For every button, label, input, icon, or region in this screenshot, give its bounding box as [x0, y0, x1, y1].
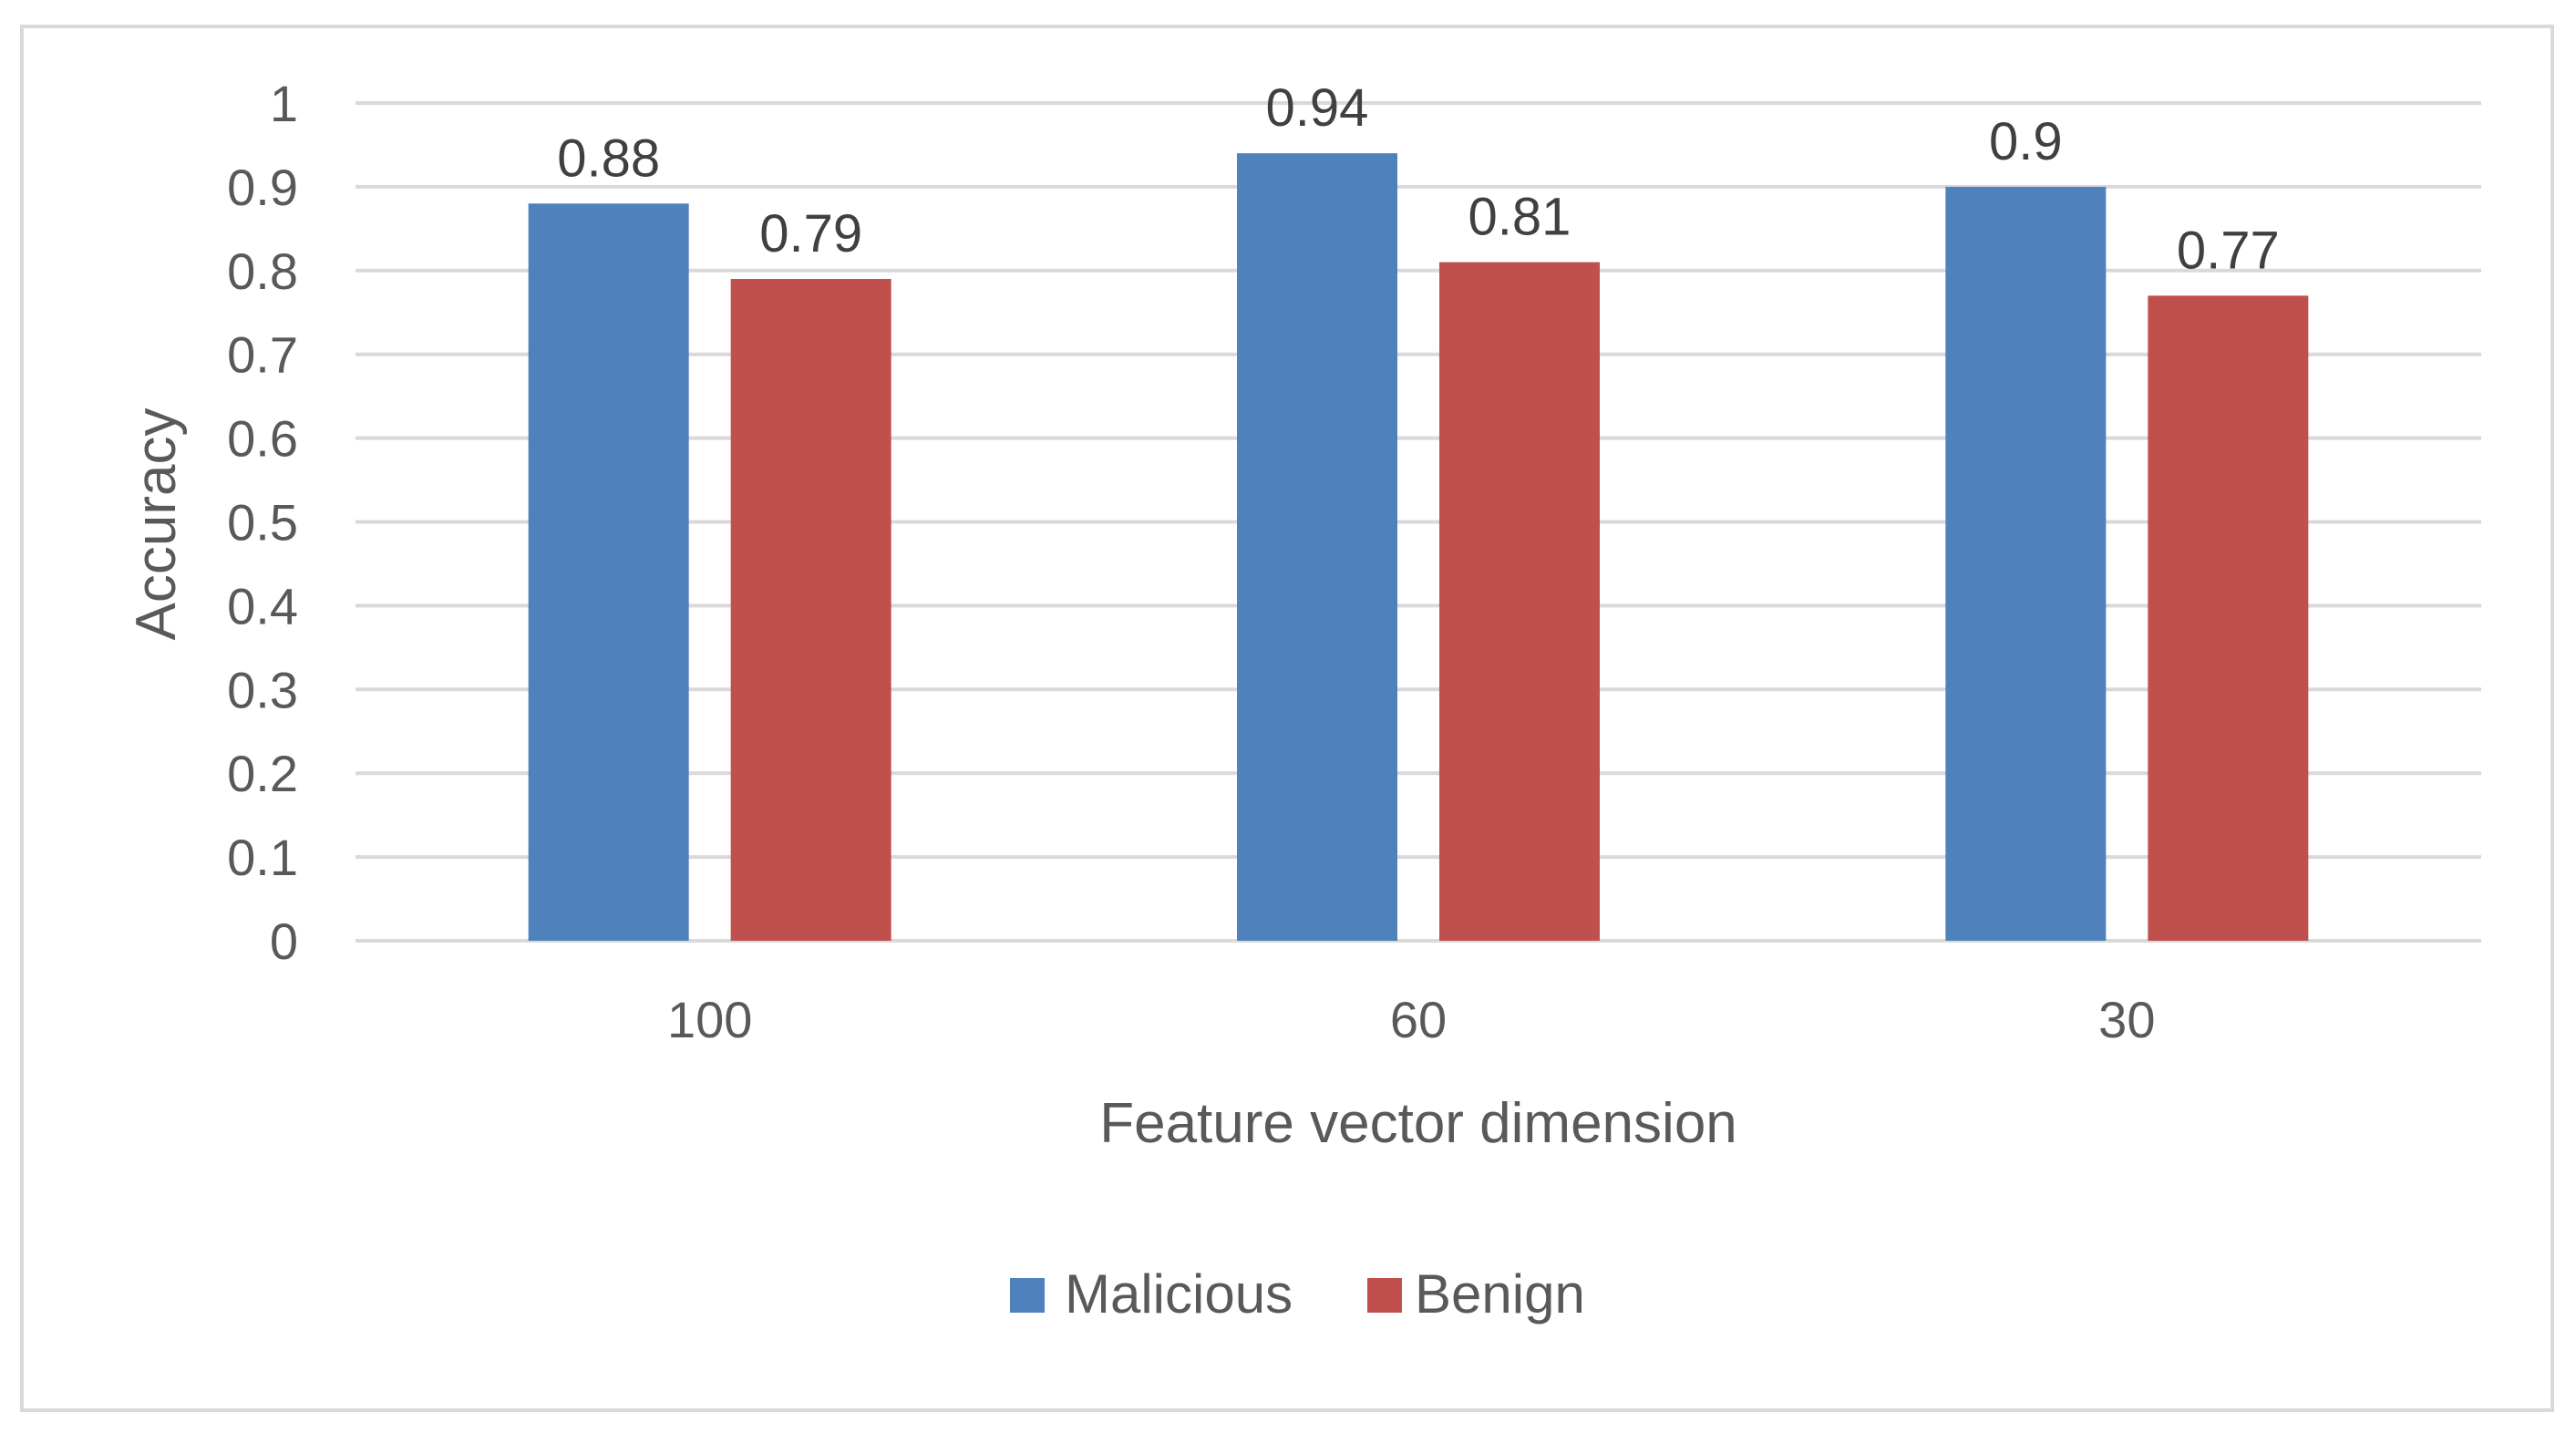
y-tick-label: 0.2: [227, 745, 298, 802]
x-tick-labels: 100 60 30: [667, 991, 2156, 1048]
y-tick-label: 0.4: [227, 577, 298, 634]
y-axis-title: Accuracy: [125, 408, 188, 641]
bar-benign-60: [1439, 262, 1600, 941]
bar-malicious-60: [1237, 153, 1397, 941]
y-tick-label: 0.5: [227, 494, 298, 552]
gridlines: [355, 101, 2481, 943]
x-axis-title: Feature vector dimension: [1099, 1092, 1737, 1155]
y-tick-label: 0: [270, 912, 298, 970]
data-label: 0.88: [557, 129, 660, 188]
y-tick-label: 1: [270, 75, 298, 132]
data-label: 0.77: [2177, 221, 2280, 280]
y-tick-label: 0.7: [227, 326, 298, 384]
x-tick-label: 100: [667, 991, 752, 1048]
x-tick-label: 30: [2098, 991, 2155, 1048]
bar-benign-100: [730, 278, 891, 941]
data-label: 0.81: [1468, 188, 1571, 247]
data-label: 0.79: [759, 204, 862, 263]
legend-swatch-benign: [1367, 1278, 1402, 1313]
y-tick-labels: 0 0.1 0.2 0.3 0.4 0.5 0.6 0.7 0.8 0.9 1: [227, 75, 298, 970]
y-tick-label: 0.6: [227, 410, 298, 468]
data-label: 0.94: [1266, 78, 1369, 138]
bar-malicious-30: [1945, 186, 2107, 941]
data-labels: 0.88 0.79 0.94 0.81 0.9 0.77: [557, 78, 2280, 280]
y-tick-label: 0.1: [227, 829, 298, 886]
y-tick-label: 0.8: [227, 242, 298, 300]
legend-label-benign: Benign: [1415, 1263, 1585, 1325]
y-tick-label: 0.3: [227, 661, 298, 718]
legend: Malicious Benign: [1010, 1263, 1585, 1325]
legend-label-malicious: Malicious: [1065, 1263, 1293, 1325]
y-tick-label: 0.9: [227, 159, 298, 216]
bar-malicious-100: [528, 203, 689, 941]
data-label: 0.9: [1989, 112, 2063, 171]
bar-benign-30: [2148, 295, 2309, 941]
bars: [528, 153, 2309, 941]
legend-swatch-malicious: [1010, 1278, 1045, 1313]
x-tick-label: 60: [1390, 991, 1447, 1048]
